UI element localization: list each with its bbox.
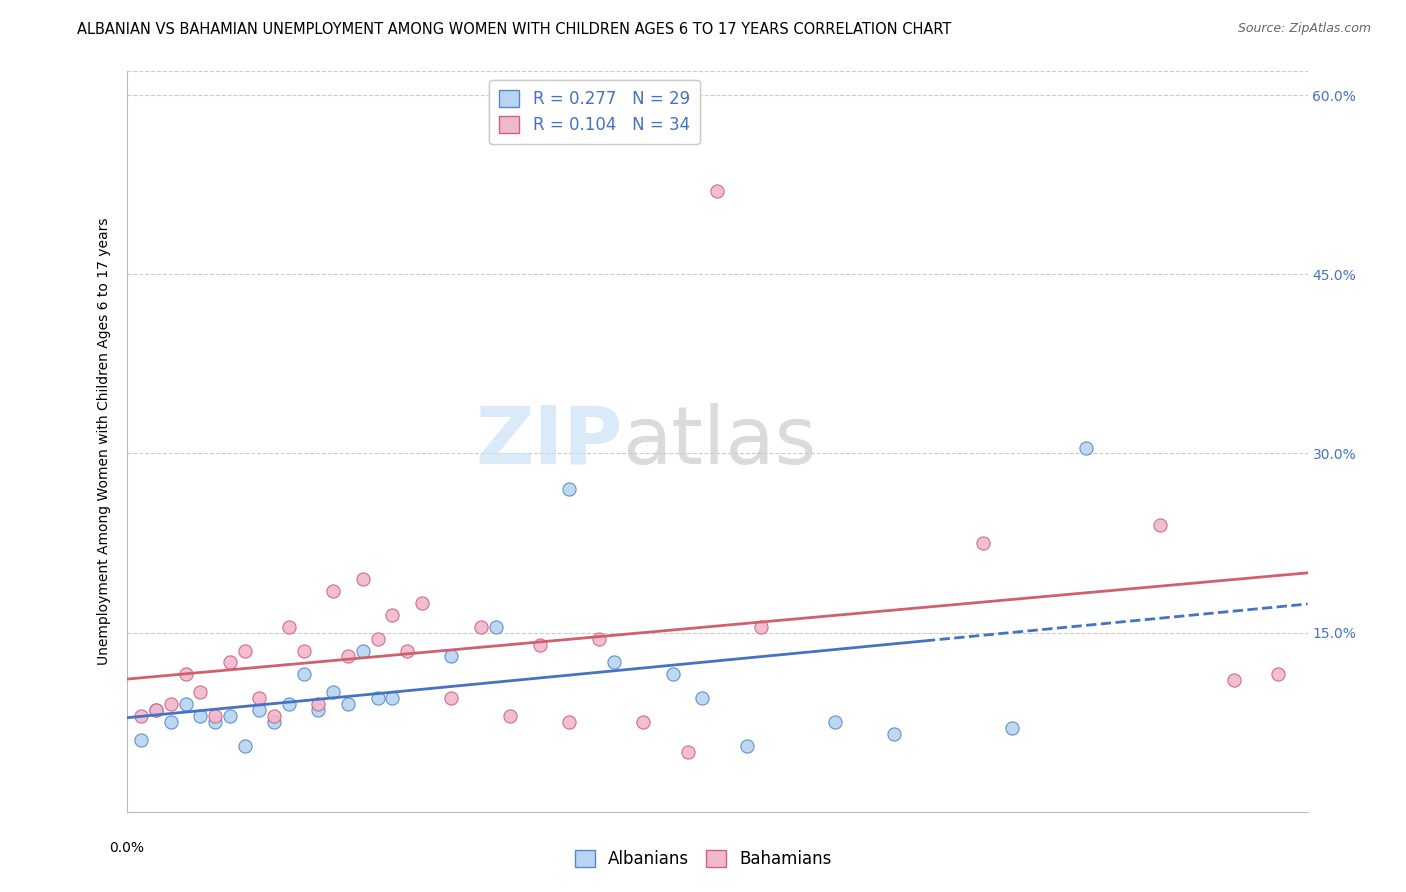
Point <box>470 619 492 633</box>
Point <box>160 715 183 730</box>
Point <box>603 656 626 670</box>
Point <box>219 709 242 723</box>
Point <box>219 656 242 670</box>
Point <box>204 715 226 730</box>
Point <box>129 709 153 723</box>
Point <box>1267 667 1289 681</box>
Point <box>633 715 655 730</box>
Point <box>676 745 699 759</box>
Point <box>145 703 167 717</box>
Point <box>972 536 994 550</box>
Point <box>292 643 315 657</box>
Point <box>352 643 374 657</box>
Point <box>367 691 389 706</box>
Point <box>322 685 344 699</box>
Point <box>188 685 212 699</box>
Point <box>706 184 728 198</box>
Point <box>278 698 301 712</box>
Point <box>263 709 285 723</box>
Point <box>160 698 183 712</box>
Point <box>1076 441 1098 455</box>
Point <box>1223 673 1246 688</box>
Point <box>529 638 551 652</box>
Text: 0.0%: 0.0% <box>110 841 143 855</box>
Point <box>883 727 905 741</box>
Point <box>396 643 419 657</box>
Y-axis label: Unemployment Among Women with Children Ages 6 to 17 years: Unemployment Among Women with Children A… <box>97 218 111 665</box>
Point <box>484 619 508 633</box>
Point <box>367 632 389 646</box>
Point <box>751 619 773 633</box>
Point <box>824 715 846 730</box>
Point <box>1149 518 1171 533</box>
Text: ALBANIAN VS BAHAMIAN UNEMPLOYMENT AMONG WOMEN WITH CHILDREN AGES 6 TO 17 YEARS C: ALBANIAN VS BAHAMIAN UNEMPLOYMENT AMONG … <box>77 22 952 37</box>
Point <box>278 619 301 633</box>
Point <box>145 703 167 717</box>
Point <box>322 583 344 598</box>
Point <box>381 607 404 622</box>
Text: Source: ZipAtlas.com: Source: ZipAtlas.com <box>1237 22 1371 36</box>
Text: ZIP: ZIP <box>475 402 623 481</box>
Point <box>249 703 271 717</box>
Legend: Albanians, Bahamians: Albanians, Bahamians <box>568 843 838 875</box>
Point <box>352 572 374 586</box>
Point <box>588 632 610 646</box>
Point <box>233 739 256 753</box>
Point <box>233 643 256 657</box>
Point <box>188 709 212 723</box>
Point <box>1001 721 1024 735</box>
Point <box>692 691 714 706</box>
Point <box>558 715 581 730</box>
Point <box>499 709 522 723</box>
Point <box>174 698 197 712</box>
Point <box>292 667 315 681</box>
Point <box>440 649 463 664</box>
Text: atlas: atlas <box>623 402 817 481</box>
Point <box>440 691 463 706</box>
Point <box>307 698 329 712</box>
Point <box>558 483 581 497</box>
Point <box>661 667 683 681</box>
Legend: R = 0.277   N = 29, R = 0.104   N = 34: R = 0.277 N = 29, R = 0.104 N = 34 <box>489 79 700 145</box>
Point <box>129 733 153 747</box>
Point <box>249 691 271 706</box>
Point <box>204 709 226 723</box>
Point <box>735 739 758 753</box>
Point <box>337 698 360 712</box>
Point <box>411 596 433 610</box>
Point <box>381 691 404 706</box>
Point <box>337 649 360 664</box>
Point <box>307 703 329 717</box>
Point <box>174 667 197 681</box>
Point <box>263 715 285 730</box>
